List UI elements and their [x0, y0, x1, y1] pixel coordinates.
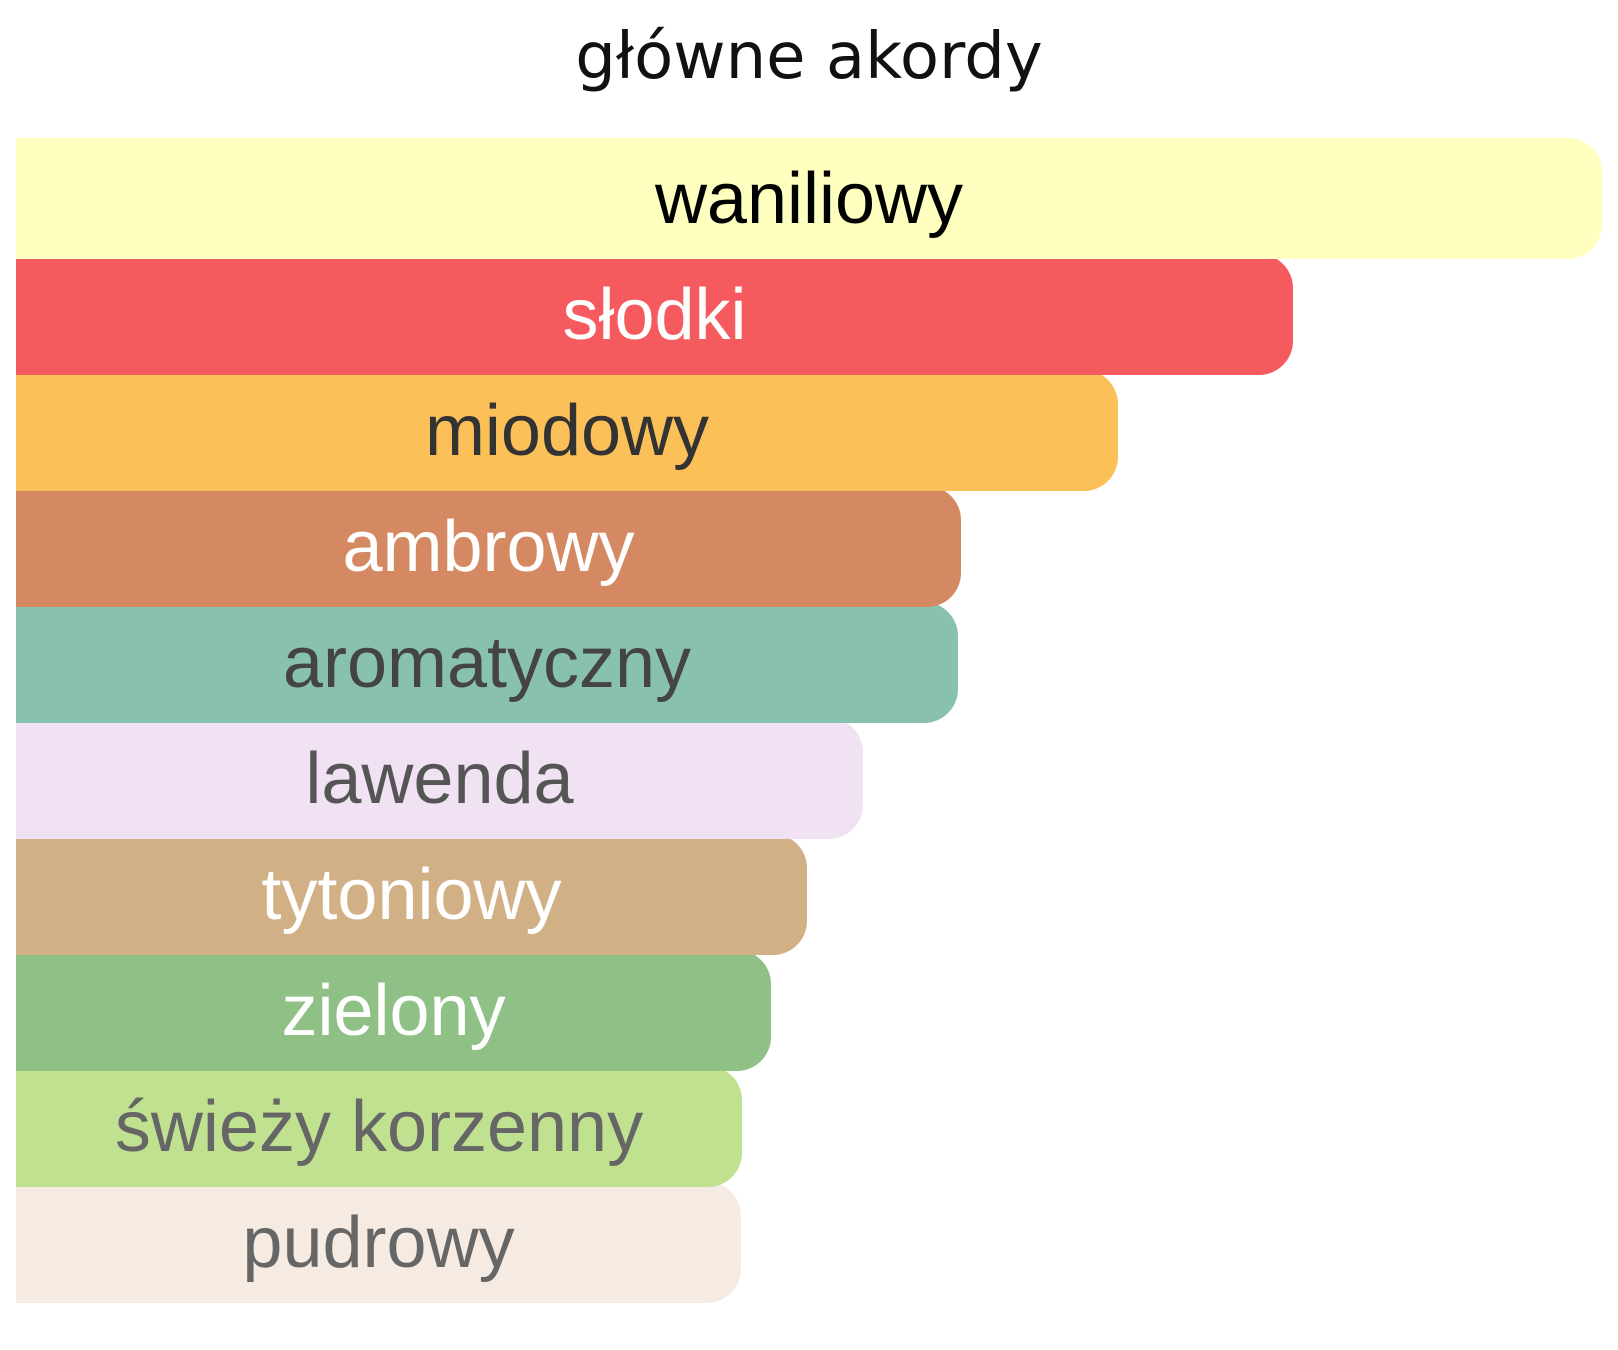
bar-label: pudrowy: [242, 1202, 515, 1283]
bar-label: zielony: [281, 970, 506, 1051]
bar-label: aromatyczny: [282, 622, 692, 703]
bar-label: świeży korzenny: [114, 1086, 644, 1167]
bar-label: słodki: [562, 274, 747, 355]
bar-label: waniliowy: [654, 158, 964, 239]
bar-10: pudrowy: [16, 1182, 741, 1303]
bar-9: świeży korzenny: [16, 1066, 742, 1187]
bar-4: ambrowy: [16, 486, 961, 607]
bar-1: waniliowy: [16, 138, 1602, 259]
bar-6: lawenda: [16, 718, 863, 839]
bar-5: aromatyczny: [16, 602, 958, 723]
bar-3: miodowy: [16, 370, 1118, 491]
bar-8: zielony: [16, 950, 771, 1071]
bar-label: miodowy: [424, 390, 710, 471]
chart-title: główne akordy: [575, 20, 1043, 94]
bar-label: ambrowy: [342, 506, 635, 587]
bar-7: tytoniowy: [16, 834, 807, 955]
bar-label: lawenda: [305, 738, 574, 819]
bar-label: tytoniowy: [261, 854, 562, 935]
bar-2: słodki: [16, 254, 1293, 375]
